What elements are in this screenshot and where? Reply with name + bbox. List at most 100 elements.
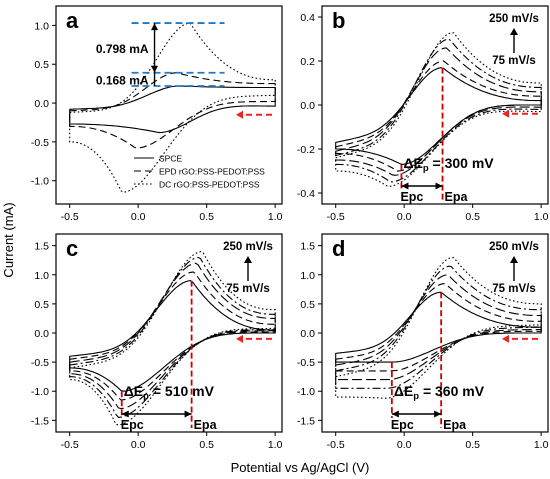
x-tick-label: 1.0: [534, 439, 549, 451]
x-tick-label: 0.0: [397, 211, 412, 223]
x-tick-label: 0.0: [131, 211, 146, 223]
delta-ep-label: ΔEp = 510 mV: [124, 383, 215, 402]
y-tick-label: 0.0: [34, 98, 49, 110]
y-tick-label: 0.2: [300, 56, 315, 68]
cv-curve-solid: [69, 85, 276, 134]
scan-direction-arrowhead: [502, 334, 509, 343]
legend-entry: EPD rGO:PSS-PEDOT:PSS: [159, 167, 265, 177]
cv-curve-longdash: [335, 274, 542, 381]
epc-label: Epc: [391, 418, 414, 432]
y-tick-label: -0.4: [297, 188, 315, 200]
delta-ep-arrowhead: [434, 410, 442, 418]
x-tick-label: 1.0: [268, 211, 283, 223]
x-tick-label: 0.5: [199, 211, 214, 223]
cv-curve-dotted: [335, 257, 542, 399]
scan-direction-arrowhead: [236, 334, 243, 343]
cv-curve-dashed: [335, 283, 542, 372]
scan-rate-low-label: 75 mV/s: [492, 283, 535, 295]
scan-rate-low-label: 75 mV/s: [226, 283, 269, 295]
x-tick-label: 0.5: [199, 439, 214, 451]
y-tick-label: 0.5: [300, 299, 315, 311]
delta-ep-arrowhead: [435, 182, 443, 190]
y-tick-label: 1.5: [300, 241, 315, 253]
scan-rate-high-label: 250 mV/s: [489, 13, 539, 25]
scan-rate-high-label: 250 mV/s: [223, 241, 273, 253]
y-tick-label: 1.0: [34, 270, 49, 282]
cv-curve-longdash: [69, 262, 276, 410]
panel-label: c: [66, 236, 78, 261]
x-tick-label: -0.5: [327, 211, 345, 223]
delta-ep-arrowhead: [121, 410, 129, 418]
panel-label: b: [332, 8, 345, 33]
panel-b: -0.5 0.0 0.5 1.0 -0.4 -0.2 0.0 0.2 0.4 b 250 mV/s 7…: [297, 5, 549, 223]
y-tick-label: -0.5: [31, 137, 49, 149]
y-tick-label: -1.0: [31, 176, 49, 188]
cv-curve-dashed: [69, 72, 276, 149]
epa-label: Epa: [443, 418, 467, 432]
cv-curve-dashdot: [335, 265, 542, 389]
epc-label: Epc: [121, 418, 144, 432]
cv-curve-solid: [335, 67, 542, 165]
y-tick-label: 0.0: [300, 100, 315, 112]
x-tick-label: -0.5: [61, 211, 79, 223]
x-tick-label: 0.0: [397, 439, 412, 451]
y-tick-label: -1.5: [31, 415, 49, 427]
y-tick-label: 1.0: [34, 20, 49, 32]
panel-a: -0.5 0.0 0.5 1.0 -1.0 -0.5 0.0 0.5 1.0 a 0.798 mA 0…: [31, 5, 283, 223]
delta-ep-arrowhead: [184, 410, 192, 418]
cv-curve-longdash: [335, 47, 542, 176]
x-tick-label: 0.0: [131, 439, 146, 451]
y-tick-label: 0.4: [300, 12, 315, 24]
panel-label: a: [66, 8, 79, 33]
epa-label: Epa: [194, 418, 218, 432]
x-axis-label: Potential vs Ag/AgCl (V): [231, 460, 370, 475]
y-tick-label: 1.5: [34, 241, 49, 253]
scan-rate-low-label: 75 mV/s: [492, 55, 535, 67]
scan-direction-arrowhead: [502, 109, 509, 118]
y-axis-label: Current (mA): [1, 202, 16, 277]
delta-current-label: 0.168 mA: [96, 73, 149, 87]
y-tick-label: -0.5: [31, 357, 49, 369]
y-tick-label: 0.0: [34, 328, 49, 340]
x-tick-label: 1.0: [268, 439, 283, 451]
panel-c: -0.5 0.0 0.5 1.0 -1.5 -1.0 -0.5 0.0 0.5 1.0 1.5 c 25…: [31, 233, 283, 451]
y-tick-label: 0.0: [300, 328, 315, 340]
epa-label: Epa: [445, 190, 469, 204]
delta-arrowhead: [151, 23, 159, 31]
delta-arrowhead: [151, 65, 159, 73]
y-tick-label: -0.5: [297, 357, 315, 369]
y-tick-label: -0.2: [297, 144, 315, 156]
x-tick-label: 1.0: [534, 211, 549, 223]
cv-curve-solid: [335, 291, 542, 363]
cv-curve-dashed: [69, 271, 276, 401]
delta-ep-arrowhead: [391, 410, 399, 418]
x-tick-label: 0.5: [465, 439, 480, 451]
y-tick-label: -1.5: [297, 415, 315, 427]
y-tick-label: -1.0: [31, 386, 49, 398]
cv-curve-dashdot: [335, 38, 542, 183]
panel-label: d: [332, 236, 345, 261]
y-tick-label: 0.5: [34, 59, 49, 71]
scan-rate-high-label: 250 mV/s: [489, 241, 539, 253]
panel-d: -0.5 0.0 0.5 1.0 -1.5 -1.0 -0.5 0.0 0.5 1.0 1.5 d 25…: [297, 233, 549, 451]
scan-rate-arrowhead: [510, 28, 518, 35]
delta-ep-arrowhead: [401, 182, 409, 190]
x-tick-label: -0.5: [327, 439, 345, 451]
legend-entry: DC rGO:PSS-PEDOT:PSS: [159, 180, 260, 190]
y-tick-label: 0.5: [34, 299, 49, 311]
scan-rate-arrowhead: [510, 256, 518, 263]
cv-curve-dotted: [69, 22, 276, 193]
delta-ep-label: ΔEp = 360 mV: [394, 383, 485, 402]
x-tick-label: 0.5: [465, 211, 480, 223]
scan-rate-arrowhead: [244, 256, 252, 263]
x-tick-label: -0.5: [61, 439, 79, 451]
epc-label: Epc: [400, 190, 423, 204]
delta-ep-label: ΔEp = 300 mV: [403, 155, 494, 174]
cv-curve-dashdot: [69, 256, 276, 418]
cv-curve-solid: [69, 280, 276, 392]
scan-direction-arrowhead: [236, 110, 243, 119]
y-tick-label: -1.0: [297, 386, 315, 398]
y-tick-label: 1.0: [300, 270, 315, 282]
delta-current-label: 0.798 mA: [96, 42, 149, 56]
